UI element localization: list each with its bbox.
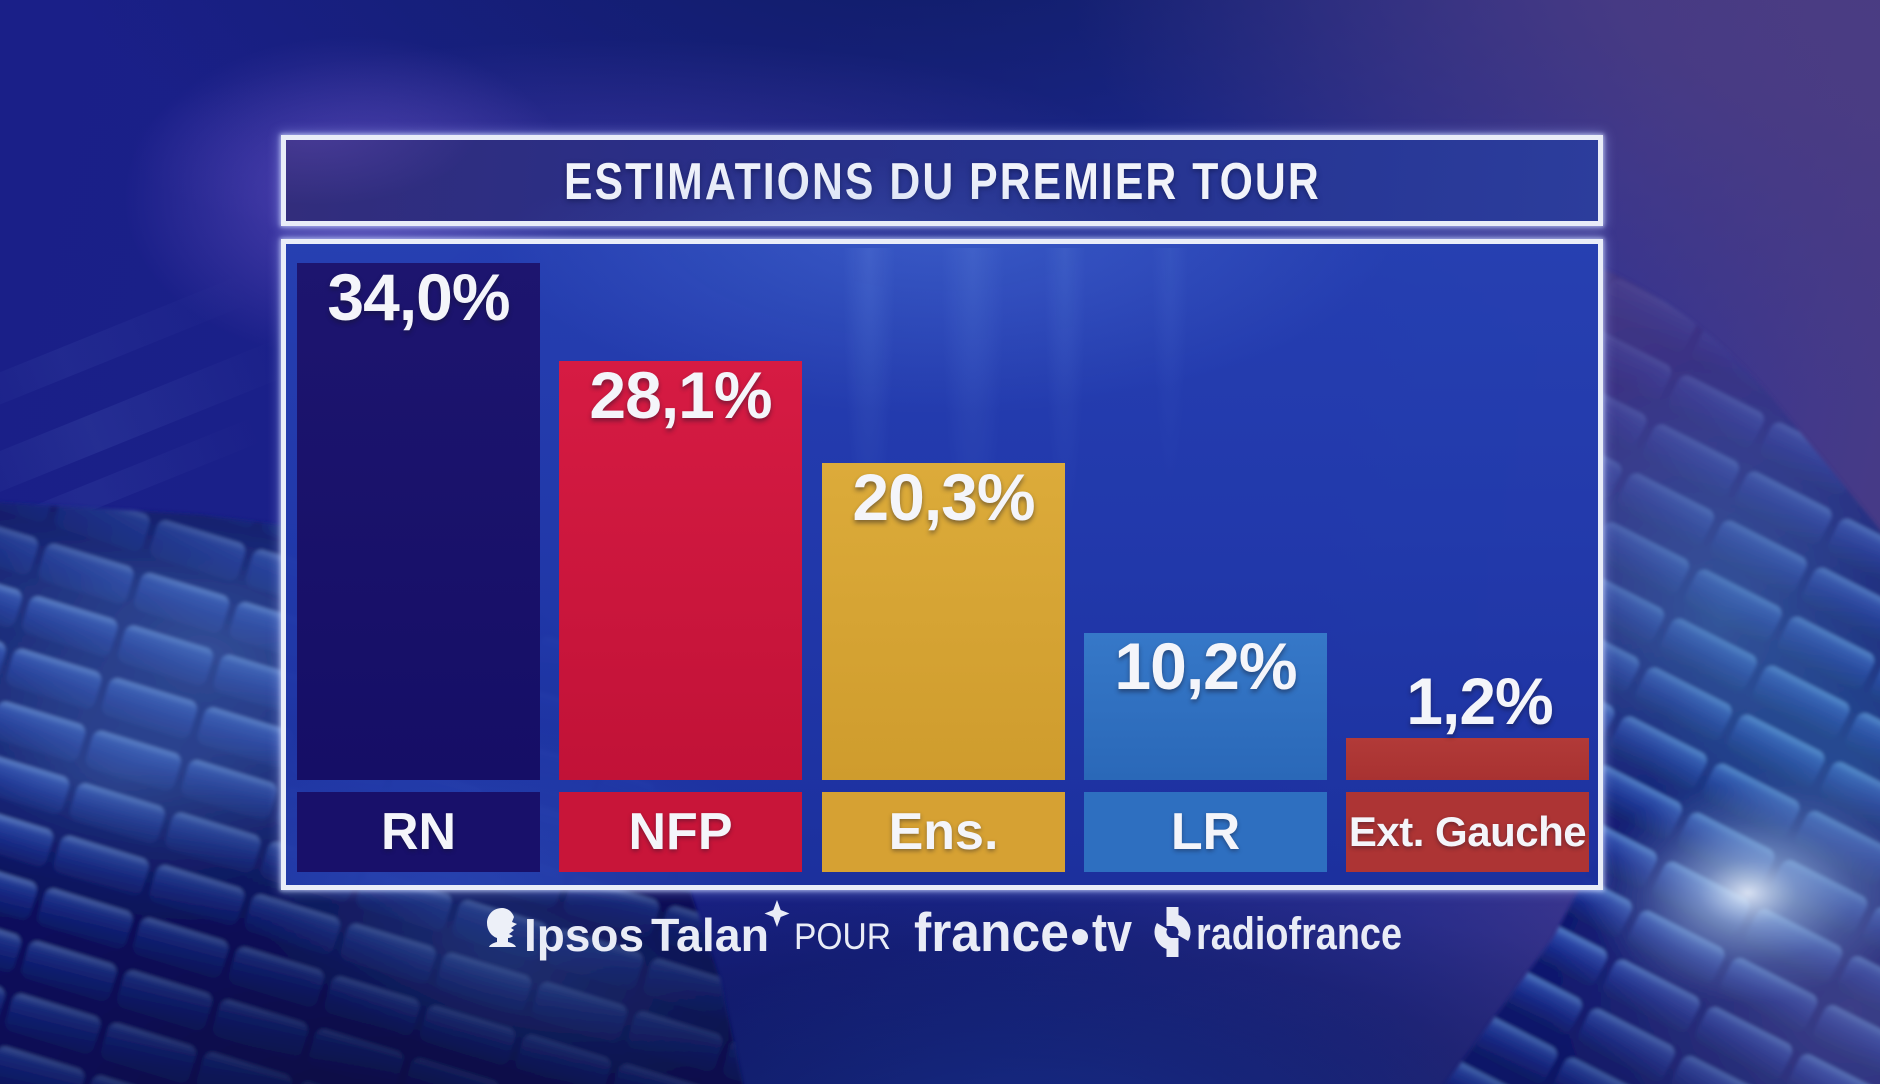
svg-text:Ipsos: Ipsos <box>524 909 644 961</box>
svg-text:radiofrance: radiofrance <box>1196 908 1402 959</box>
svg-text:france: france <box>914 901 1069 963</box>
svg-text:Talan: Talan <box>651 909 769 961</box>
svg-text:tv: tv <box>1092 901 1132 963</box>
svg-text:POUR: POUR <box>794 916 891 957</box>
